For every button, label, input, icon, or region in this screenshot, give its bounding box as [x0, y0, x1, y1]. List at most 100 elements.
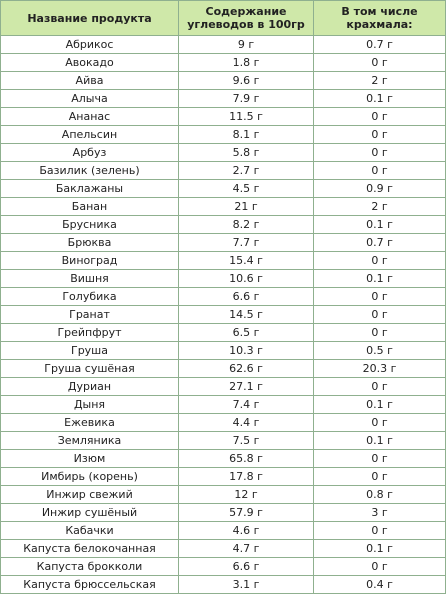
table-row: Земляника 7.5 г 0.1 г: [0, 431, 446, 450]
table-row: Инжир свежий 12 г 0.8 г: [0, 485, 446, 504]
table-row: Вишня 10.6 г 0.1 г: [0, 269, 446, 288]
cell-product: Дыня: [0, 395, 179, 414]
cell-starch: 0 г: [313, 449, 446, 468]
cell-carbs: 5.8 г: [178, 143, 314, 162]
table-header-row: Название продукта Содержание углеводов в…: [0, 0, 446, 36]
cell-product: Арбуз: [0, 143, 179, 162]
cell-product: Груша сушёная: [0, 359, 179, 378]
cell-carbs: 7.7 г: [178, 233, 314, 252]
table-row: Капуста белокочанная 4.7 г 0.1 г: [0, 539, 446, 558]
cell-carbs: 11.5 г: [178, 107, 314, 126]
cell-product: Гранат: [0, 305, 179, 324]
table-row: Брюква 7.7 г 0.7 г: [0, 233, 446, 252]
cell-product: Абрикос: [0, 35, 179, 54]
cell-product: Кабачки: [0, 521, 179, 540]
table-row: Баклажаны 4.5 г 0.9 г: [0, 179, 446, 198]
cell-product: Базилик (зелень): [0, 161, 179, 180]
cell-product: Капуста брюссельская: [0, 575, 179, 594]
cell-carbs: 14.5 г: [178, 305, 314, 324]
cell-carbs: 57.9 г: [178, 503, 314, 522]
cell-carbs: 8.2 г: [178, 215, 314, 234]
cell-starch: 0 г: [313, 413, 446, 432]
cell-starch: 0 г: [313, 143, 446, 162]
cell-carbs: 15.4 г: [178, 251, 314, 270]
cell-product: Виноград: [0, 251, 179, 270]
cell-product: Алыча: [0, 89, 179, 108]
cell-starch: 0 г: [313, 467, 446, 486]
cell-starch: 0.4 г: [313, 575, 446, 594]
cell-product: Вишня: [0, 269, 179, 288]
cell-carbs: 9 г: [178, 35, 314, 54]
cell-product: Изюм: [0, 449, 179, 468]
cell-product: Баклажаны: [0, 179, 179, 198]
cell-product: Брюква: [0, 233, 179, 252]
cell-product: Капуста брокколи: [0, 557, 179, 576]
table-row: Груша 10.3 г 0.5 г: [0, 341, 446, 360]
cell-starch: 0.1 г: [313, 395, 446, 414]
cell-starch: 0 г: [313, 323, 446, 342]
header-carbs: Содержание углеводов в 100гр: [178, 0, 314, 36]
cell-starch: 0 г: [313, 521, 446, 540]
cell-starch: 0.1 г: [313, 215, 446, 234]
cell-carbs: 27.1 г: [178, 377, 314, 396]
cell-starch: 0 г: [313, 161, 446, 180]
cell-starch: 2 г: [313, 71, 446, 90]
cell-carbs: 10.6 г: [178, 269, 314, 288]
cell-carbs: 7.9 г: [178, 89, 314, 108]
cell-carbs: 9.6 г: [178, 71, 314, 90]
cell-starch: 0 г: [313, 305, 446, 324]
table-row: Груша сушёная 62.6 г 20.3 г: [0, 359, 446, 378]
cell-carbs: 8.1 г: [178, 125, 314, 144]
cell-product: Грейпфрут: [0, 323, 179, 342]
cell-carbs: 4.6 г: [178, 521, 314, 540]
cell-product: Ананас: [0, 107, 179, 126]
cell-product: Голубика: [0, 287, 179, 306]
cell-carbs: 6.5 г: [178, 323, 314, 342]
cell-carbs: 3.1 г: [178, 575, 314, 594]
table-row: Капуста брюссельская 3.1 г 0.4 г: [0, 575, 446, 594]
cell-starch: 0.1 г: [313, 539, 446, 558]
table-row: Брусника 8.2 г 0.1 г: [0, 215, 446, 234]
cell-starch: 0 г: [313, 107, 446, 126]
cell-product: Дуриан: [0, 377, 179, 396]
cell-starch: 0.7 г: [313, 233, 446, 252]
cell-carbs: 7.4 г: [178, 395, 314, 414]
cell-starch: 0.8 г: [313, 485, 446, 504]
cell-product: Апельсин: [0, 125, 179, 144]
cell-carbs: 62.6 г: [178, 359, 314, 378]
cell-starch: 0 г: [313, 377, 446, 396]
cell-carbs: 6.6 г: [178, 557, 314, 576]
cell-starch: 0 г: [313, 251, 446, 270]
cell-product: Инжир свежий: [0, 485, 179, 504]
cell-product: Имбирь (корень): [0, 467, 179, 486]
cell-product: Капуста белокочанная: [0, 539, 179, 558]
cell-starch: 0 г: [313, 557, 446, 576]
cell-carbs: 4.5 г: [178, 179, 314, 198]
cell-product: Земляника: [0, 431, 179, 450]
cell-starch: 2 г: [313, 197, 446, 216]
cell-carbs: 65.8 г: [178, 449, 314, 468]
cell-product: Авокадо: [0, 53, 179, 72]
cell-product: Брусника: [0, 215, 179, 234]
cell-carbs: 4.7 г: [178, 539, 314, 558]
header-product: Название продукта: [0, 0, 179, 36]
cell-product: Банан: [0, 197, 179, 216]
cell-starch: 0 г: [313, 53, 446, 72]
table-row: Дыня 7.4 г 0.1 г: [0, 395, 446, 414]
cell-carbs: 1.8 г: [178, 53, 314, 72]
cell-carbs: 7.5 г: [178, 431, 314, 450]
cell-carbs: 10.3 г: [178, 341, 314, 360]
